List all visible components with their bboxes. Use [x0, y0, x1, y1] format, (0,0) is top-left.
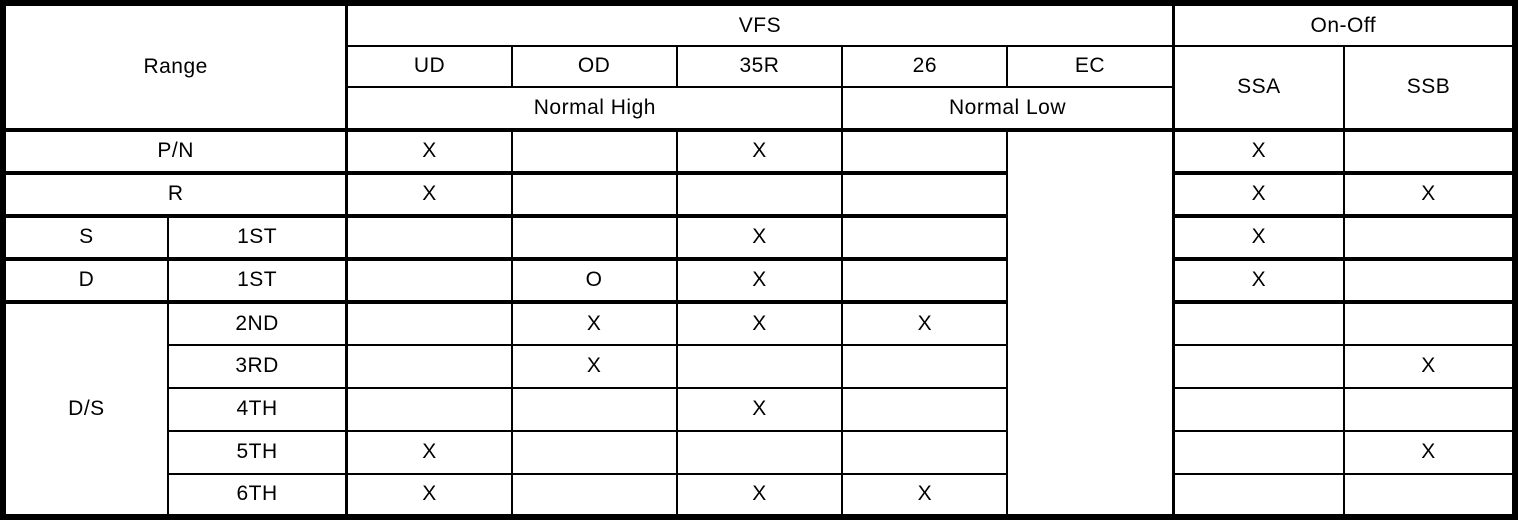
cell-2nd-ud: [345, 300, 513, 346]
cell-6th-ssb: [1343, 472, 1516, 519]
cell-r-26: [841, 171, 1009, 218]
header-col-ud: UD: [345, 45, 513, 88]
header-row-columns: UD OD 35R 26 EC SSA SSB: [3, 45, 1516, 132]
cell-r-od: [510, 171, 678, 218]
cell-3rd-od: X: [510, 343, 678, 389]
gear-label-3rd: 3RD: [166, 343, 349, 389]
cell-4th-35r: X: [675, 386, 844, 432]
cell-5th-ssb: X: [1343, 429, 1516, 475]
cell-r-ud: X: [345, 171, 513, 218]
cell-6th-26: X: [841, 472, 1009, 519]
table-row-pn: P/N X X X: [2, 127, 1516, 519]
gear-label-2nd: 2ND: [166, 300, 349, 346]
cell-2nd-ssb: [1343, 300, 1516, 346]
cell-d1st-ssb: [1343, 257, 1516, 304]
cell-6th-35r: X: [675, 472, 844, 519]
gear-label-s-1st: 1ST: [166, 214, 349, 261]
header-row-groups: Range VFS On-Off: [2, 2, 1516, 132]
cell-4th-ud: [345, 386, 513, 432]
table-row-ds-4th: 4TH X: [3, 386, 1516, 432]
header-onoff-group: On-Off: [1171, 2, 1516, 47]
cell-2nd-26: X: [841, 300, 1009, 346]
cell-r-ssb: X: [1343, 171, 1516, 218]
cell-3rd-26: [841, 343, 1009, 389]
cell-r-ssa: X: [1172, 171, 1346, 218]
header-row-normal: Normal High Normal Low: [3, 85, 1515, 132]
header-range: Range: [2, 2, 349, 132]
cell-6th-ud: X: [345, 472, 513, 519]
cell-d1st-35r: X: [675, 257, 844, 304]
header-normal-high: Normal High: [345, 85, 844, 132]
cell-pn-ud: X: [345, 128, 513, 175]
header-col-ec: EC: [1006, 45, 1175, 88]
cell-3rd-ssb: X: [1343, 343, 1516, 389]
cell-d1st-ud: [345, 257, 513, 304]
cell-pn-26: [841, 128, 1009, 175]
cell-d1st-26: [841, 257, 1009, 304]
cell-d1st-od: O: [510, 257, 678, 304]
gear-label-5th: 5TH: [166, 429, 349, 475]
cell-pn-ssb: [1343, 128, 1516, 175]
cell-5th-od: [510, 429, 678, 475]
header-col-ssb: SSB: [1343, 45, 1516, 132]
gear-label-d-1st: 1ST: [166, 257, 349, 304]
cell-5th-ssa: [1172, 429, 1346, 475]
cell-pn-35r: X: [675, 128, 844, 175]
header-vfs-group: VFS: [345, 2, 1175, 47]
table-row-s-1st: S 1ST X X: [2, 214, 1516, 261]
cell-s1st-ud: [345, 214, 513, 261]
cell-ec-merged: [1006, 127, 1175, 519]
cell-pn-od: [510, 128, 678, 175]
range-label-s: S: [2, 214, 169, 261]
table-row-ds-5th: 5TH X X: [3, 429, 1516, 475]
cell-d1st-ssa: X: [1172, 257, 1346, 304]
range-label-d: D: [2, 257, 169, 304]
cell-3rd-35r: [675, 343, 844, 389]
cell-s1st-26: [841, 214, 1009, 261]
cell-4th-ssa: [1172, 386, 1346, 432]
table-row-ds-2nd: D/S 2ND X X X: [2, 300, 1516, 519]
range-label-ds: D/S: [2, 300, 169, 519]
table-row-ds-3rd: 3RD X X: [3, 343, 1516, 389]
cell-s1st-ssb: [1343, 214, 1516, 261]
table-row-ds-6th: 6TH X X X: [3, 472, 1516, 519]
cell-s1st-35r: X: [675, 214, 844, 261]
cell-3rd-ssa: [1172, 343, 1346, 389]
header-col-35r: 35R: [675, 45, 844, 88]
cell-5th-ud: X: [345, 429, 513, 475]
cell-3rd-ud: [345, 343, 513, 389]
cell-pn-ssa: X: [1172, 128, 1346, 175]
table-row-r: R X X X: [2, 171, 1516, 218]
header-col-26: 26: [841, 45, 1009, 88]
cell-6th-od: [510, 472, 678, 519]
header-normal-low: Normal Low: [841, 85, 1175, 132]
gear-label-6th: 6TH: [166, 472, 349, 519]
cell-5th-26: [841, 429, 1009, 475]
range-label-pn: P/N: [2, 128, 349, 175]
cell-4th-od: [510, 386, 678, 432]
cell-2nd-ssa: [1172, 300, 1346, 346]
cell-2nd-od: X: [510, 300, 678, 346]
header-col-ssa: SSA: [1171, 45, 1346, 132]
cell-r-35r: [675, 171, 844, 218]
cell-4th-ssb: [1343, 386, 1516, 432]
header-col-od: OD: [510, 45, 678, 88]
cell-4th-26: [841, 386, 1009, 432]
cell-5th-35r: [675, 429, 844, 475]
cell-s1st-od: [510, 214, 678, 261]
gear-label-4th: 4TH: [166, 386, 349, 432]
table-row-d-1st: D 1ST O X X: [2, 257, 1516, 304]
cell-2nd-35r: X: [675, 300, 844, 346]
range-label-r: R: [2, 171, 349, 218]
cell-s1st-ssa: X: [1172, 214, 1346, 261]
cell-6th-ssa: [1172, 472, 1346, 519]
